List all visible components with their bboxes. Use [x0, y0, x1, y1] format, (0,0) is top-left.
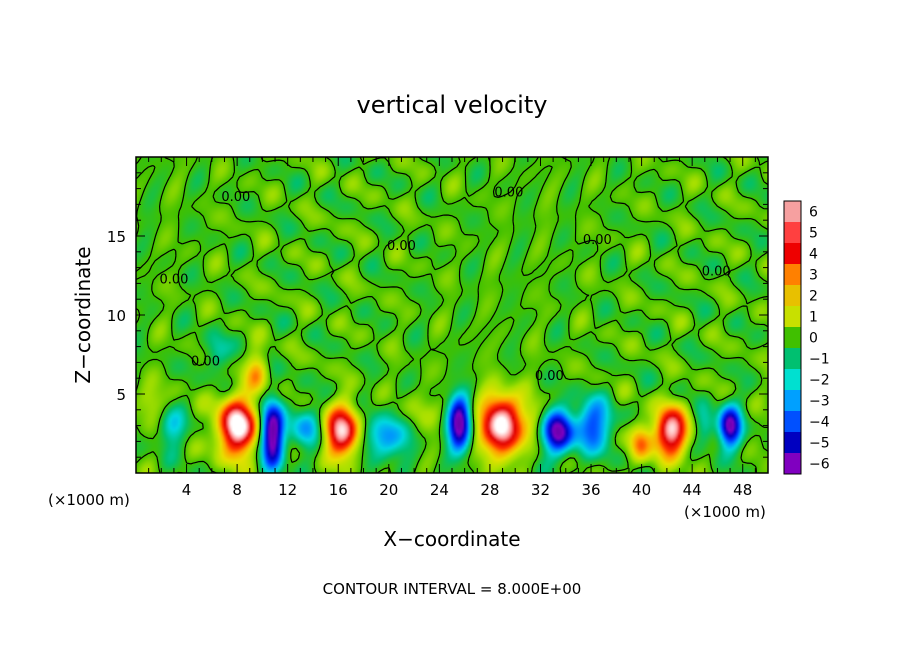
zero-contour-line — [136, 157, 768, 473]
colorbar-level-label: 1 — [809, 310, 818, 326]
colorbar-swatch — [784, 348, 801, 369]
x-tick-label: 20 — [379, 481, 398, 499]
x-tick-label: 48 — [733, 481, 752, 499]
x-axis-ticks: 4 8 12 16 20 24 28 32 36 40 44 48 — [148, 157, 756, 499]
y-tick-label: 15 — [107, 228, 126, 246]
colorbar-swatch — [784, 201, 801, 222]
y-tick-label: 10 — [107, 307, 126, 325]
colorbar: 6 5 4 3 2 1 0 −1 −2 −3 −4 −5 −6 — [783, 200, 830, 475]
x-tick-label: 32 — [531, 481, 550, 499]
colorbar-level-label: −1 — [809, 352, 830, 368]
colorbar-level-label: 5 — [809, 226, 818, 242]
x-tick-label: 8 — [232, 481, 242, 499]
colorbar-swatch — [784, 285, 801, 306]
colorbar-swatch — [784, 411, 801, 432]
contour-labels: 0.00 0.00 0.00 0.00 0.00 0.00 0.00 0.00 — [159, 186, 730, 384]
x-tick-label: 16 — [329, 481, 348, 499]
x-tick-label: 40 — [632, 481, 651, 499]
x-unit-right: (×1000 m) — [684, 503, 766, 521]
chart-title: vertical velocity — [357, 91, 548, 119]
x-axis-label: X−coordinate — [383, 527, 520, 551]
colorbar-level-label: 4 — [809, 247, 818, 263]
colorbar-level-label: 2 — [809, 289, 818, 305]
x-tick-label: 4 — [182, 481, 192, 499]
colorbar-level-label: −2 — [809, 373, 830, 389]
contour-value-label: 0.00 — [702, 265, 731, 280]
x-tick-label: 28 — [480, 481, 499, 499]
contour-value-label: 0.00 — [159, 272, 188, 287]
zero-contours — [136, 157, 768, 473]
colorbar-swatch — [784, 327, 801, 348]
colorbar-swatch — [784, 369, 801, 390]
x-tick-label: 12 — [278, 481, 297, 499]
contour-value-label: 0.00 — [387, 239, 416, 254]
colorbar-swatch — [784, 264, 801, 285]
colorbar-level-label: −3 — [809, 394, 830, 410]
contour-value-label: 0.00 — [191, 355, 220, 370]
colorbar-level-label: 6 — [809, 205, 818, 221]
colorbar-swatch — [784, 222, 801, 243]
colorbar-level-label: 0 — [809, 331, 818, 347]
x-tick-label: 24 — [430, 481, 449, 499]
colorbar-frame — [783, 200, 802, 475]
y-tick-label: 5 — [116, 386, 126, 404]
contour-interval-note: CONTOUR INTERVAL = 8.000E+00 — [323, 580, 582, 598]
colorbar-level-label: −5 — [809, 436, 830, 452]
contour-value-label: 0.00 — [221, 190, 250, 205]
colorbar-swatch — [784, 306, 801, 327]
y-axis-label: Z−coordinate — [71, 246, 95, 383]
velocity-field — [136, 157, 768, 473]
x-tick-label: 44 — [683, 481, 702, 499]
x-unit-left: (×1000 m) — [48, 491, 130, 509]
contour-value-label: 0.00 — [494, 186, 523, 201]
plot-area: 0.000.000.000.000.000.000.000.00 4 8 12 16 2… — [107, 156, 769, 499]
colorbar-level-label: −4 — [809, 415, 830, 431]
y-axis-ticks: 5 10 15 — [107, 172, 768, 458]
colorbar-level-label: 3 — [809, 268, 818, 284]
colorbar-swatch — [784, 432, 801, 453]
colorbar-swatch — [784, 453, 801, 474]
contour-value-label: 0.00 — [583, 233, 612, 248]
contour-value-label: 0.00 — [535, 369, 564, 384]
colorbar-swatch — [784, 243, 801, 264]
x-tick-label: 36 — [581, 481, 600, 499]
colorbar-level-label: −6 — [809, 457, 830, 473]
colorbar-swatch — [784, 390, 801, 411]
